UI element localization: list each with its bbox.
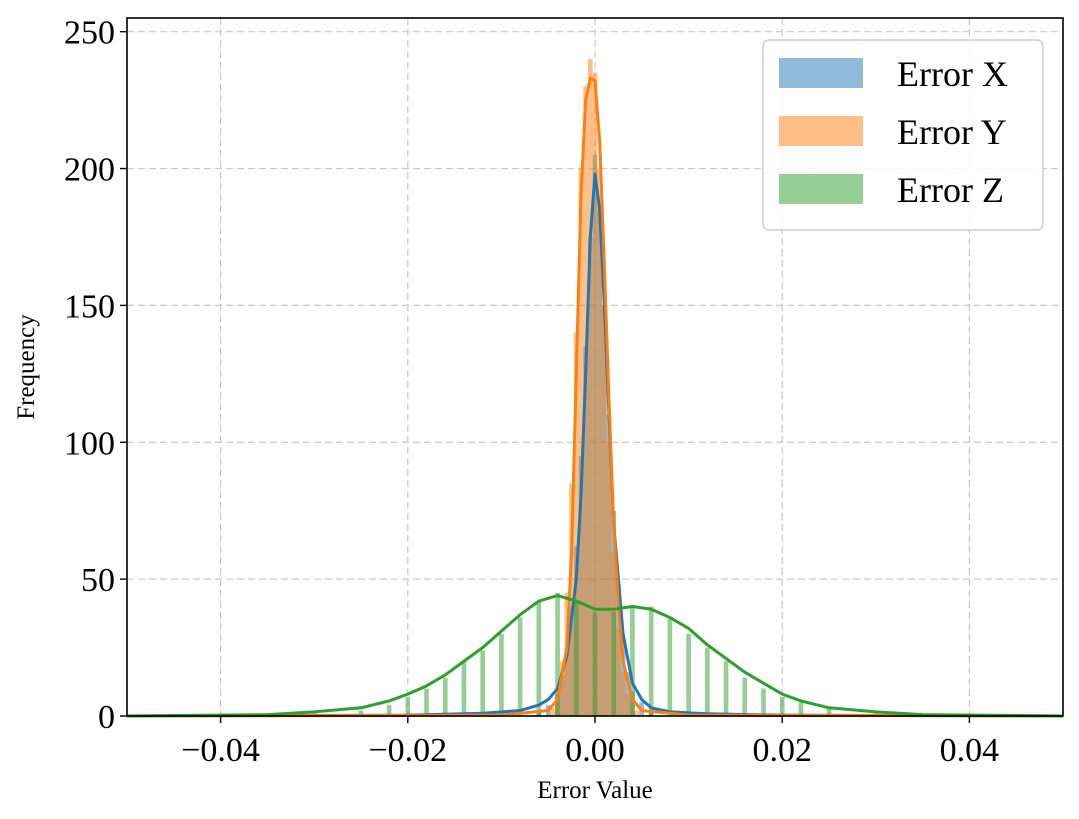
histogram-bar xyxy=(602,305,607,716)
histogram-bar xyxy=(625,672,631,716)
y-tick-label: 150 xyxy=(64,288,115,325)
legend-label: Error Y xyxy=(897,112,1007,152)
histogram-bar xyxy=(442,677,448,716)
histogram-bar xyxy=(620,672,626,716)
histogram-bar xyxy=(597,168,603,717)
y-axis-title: Frequency xyxy=(13,314,40,420)
x-axis-title: Error Value xyxy=(537,777,652,804)
histogram-bar xyxy=(592,611,598,716)
kde-line xyxy=(126,172,1064,718)
x-tick-label: −0.02 xyxy=(368,732,447,769)
histogram-bar xyxy=(704,647,710,716)
y-tick-label: 100 xyxy=(64,425,115,462)
histogram-bar xyxy=(779,696,785,716)
histogram-bar xyxy=(723,661,729,716)
histogram-bar xyxy=(424,688,429,716)
kde-line xyxy=(126,76,1064,718)
x-tick-label: 0.02 xyxy=(752,732,812,769)
histogram-bar xyxy=(573,332,579,716)
legend-label: Error Z xyxy=(897,170,1004,210)
histogram-bar xyxy=(405,696,411,716)
legend-swatch xyxy=(779,116,863,146)
histogram-bar xyxy=(592,72,598,716)
legend: Error X Error Y Error Z xyxy=(762,39,1044,231)
histogram-bar xyxy=(386,705,392,716)
kde-layer xyxy=(126,76,1064,718)
histogram-bar xyxy=(648,606,654,716)
histogram-bar xyxy=(461,661,467,716)
histogram-bar xyxy=(578,168,584,717)
histogram-bar xyxy=(826,707,832,716)
histogram-bar xyxy=(667,617,673,716)
histogram-bar xyxy=(761,688,766,716)
histogram-bar xyxy=(611,611,617,716)
histogram-bar xyxy=(606,442,612,716)
histogram-bar xyxy=(630,606,635,716)
histogram-bar xyxy=(550,707,556,716)
histogram-bar xyxy=(686,633,691,716)
y-tick-label: 0 xyxy=(98,699,115,736)
histogram-bar xyxy=(480,650,486,716)
y-tick-label: 250 xyxy=(64,15,115,52)
legend-swatch xyxy=(779,174,863,204)
kde-line xyxy=(126,594,1064,718)
histogram-bar xyxy=(536,601,542,716)
histogram-bar xyxy=(517,617,523,716)
histogram-bar xyxy=(358,710,364,716)
y-tick-label: 50 xyxy=(81,562,115,599)
histogram-bar xyxy=(559,661,565,716)
ticks-layer: −0.04 −0.02 0.00 0.02 0.04 0 50 100 150 200 250 xyxy=(64,15,999,769)
histogram-bar xyxy=(555,592,560,716)
histogram-bar xyxy=(625,694,631,716)
x-tick-label: 0.00 xyxy=(565,732,625,769)
histogram-bar xyxy=(634,710,640,716)
histogram-bar xyxy=(499,633,504,716)
histogram-bar xyxy=(798,702,804,716)
legend-label: Error X xyxy=(897,54,1008,94)
y-tick-label: 200 xyxy=(64,152,115,189)
histogram-bar xyxy=(616,628,621,716)
histogram-bar xyxy=(742,677,748,716)
x-tick-label: 0.04 xyxy=(940,732,1000,769)
histogram-bar xyxy=(587,59,593,716)
legend-swatch xyxy=(779,58,863,88)
x-tick-label: −0.04 xyxy=(181,732,260,769)
histogram-bar xyxy=(573,601,579,716)
